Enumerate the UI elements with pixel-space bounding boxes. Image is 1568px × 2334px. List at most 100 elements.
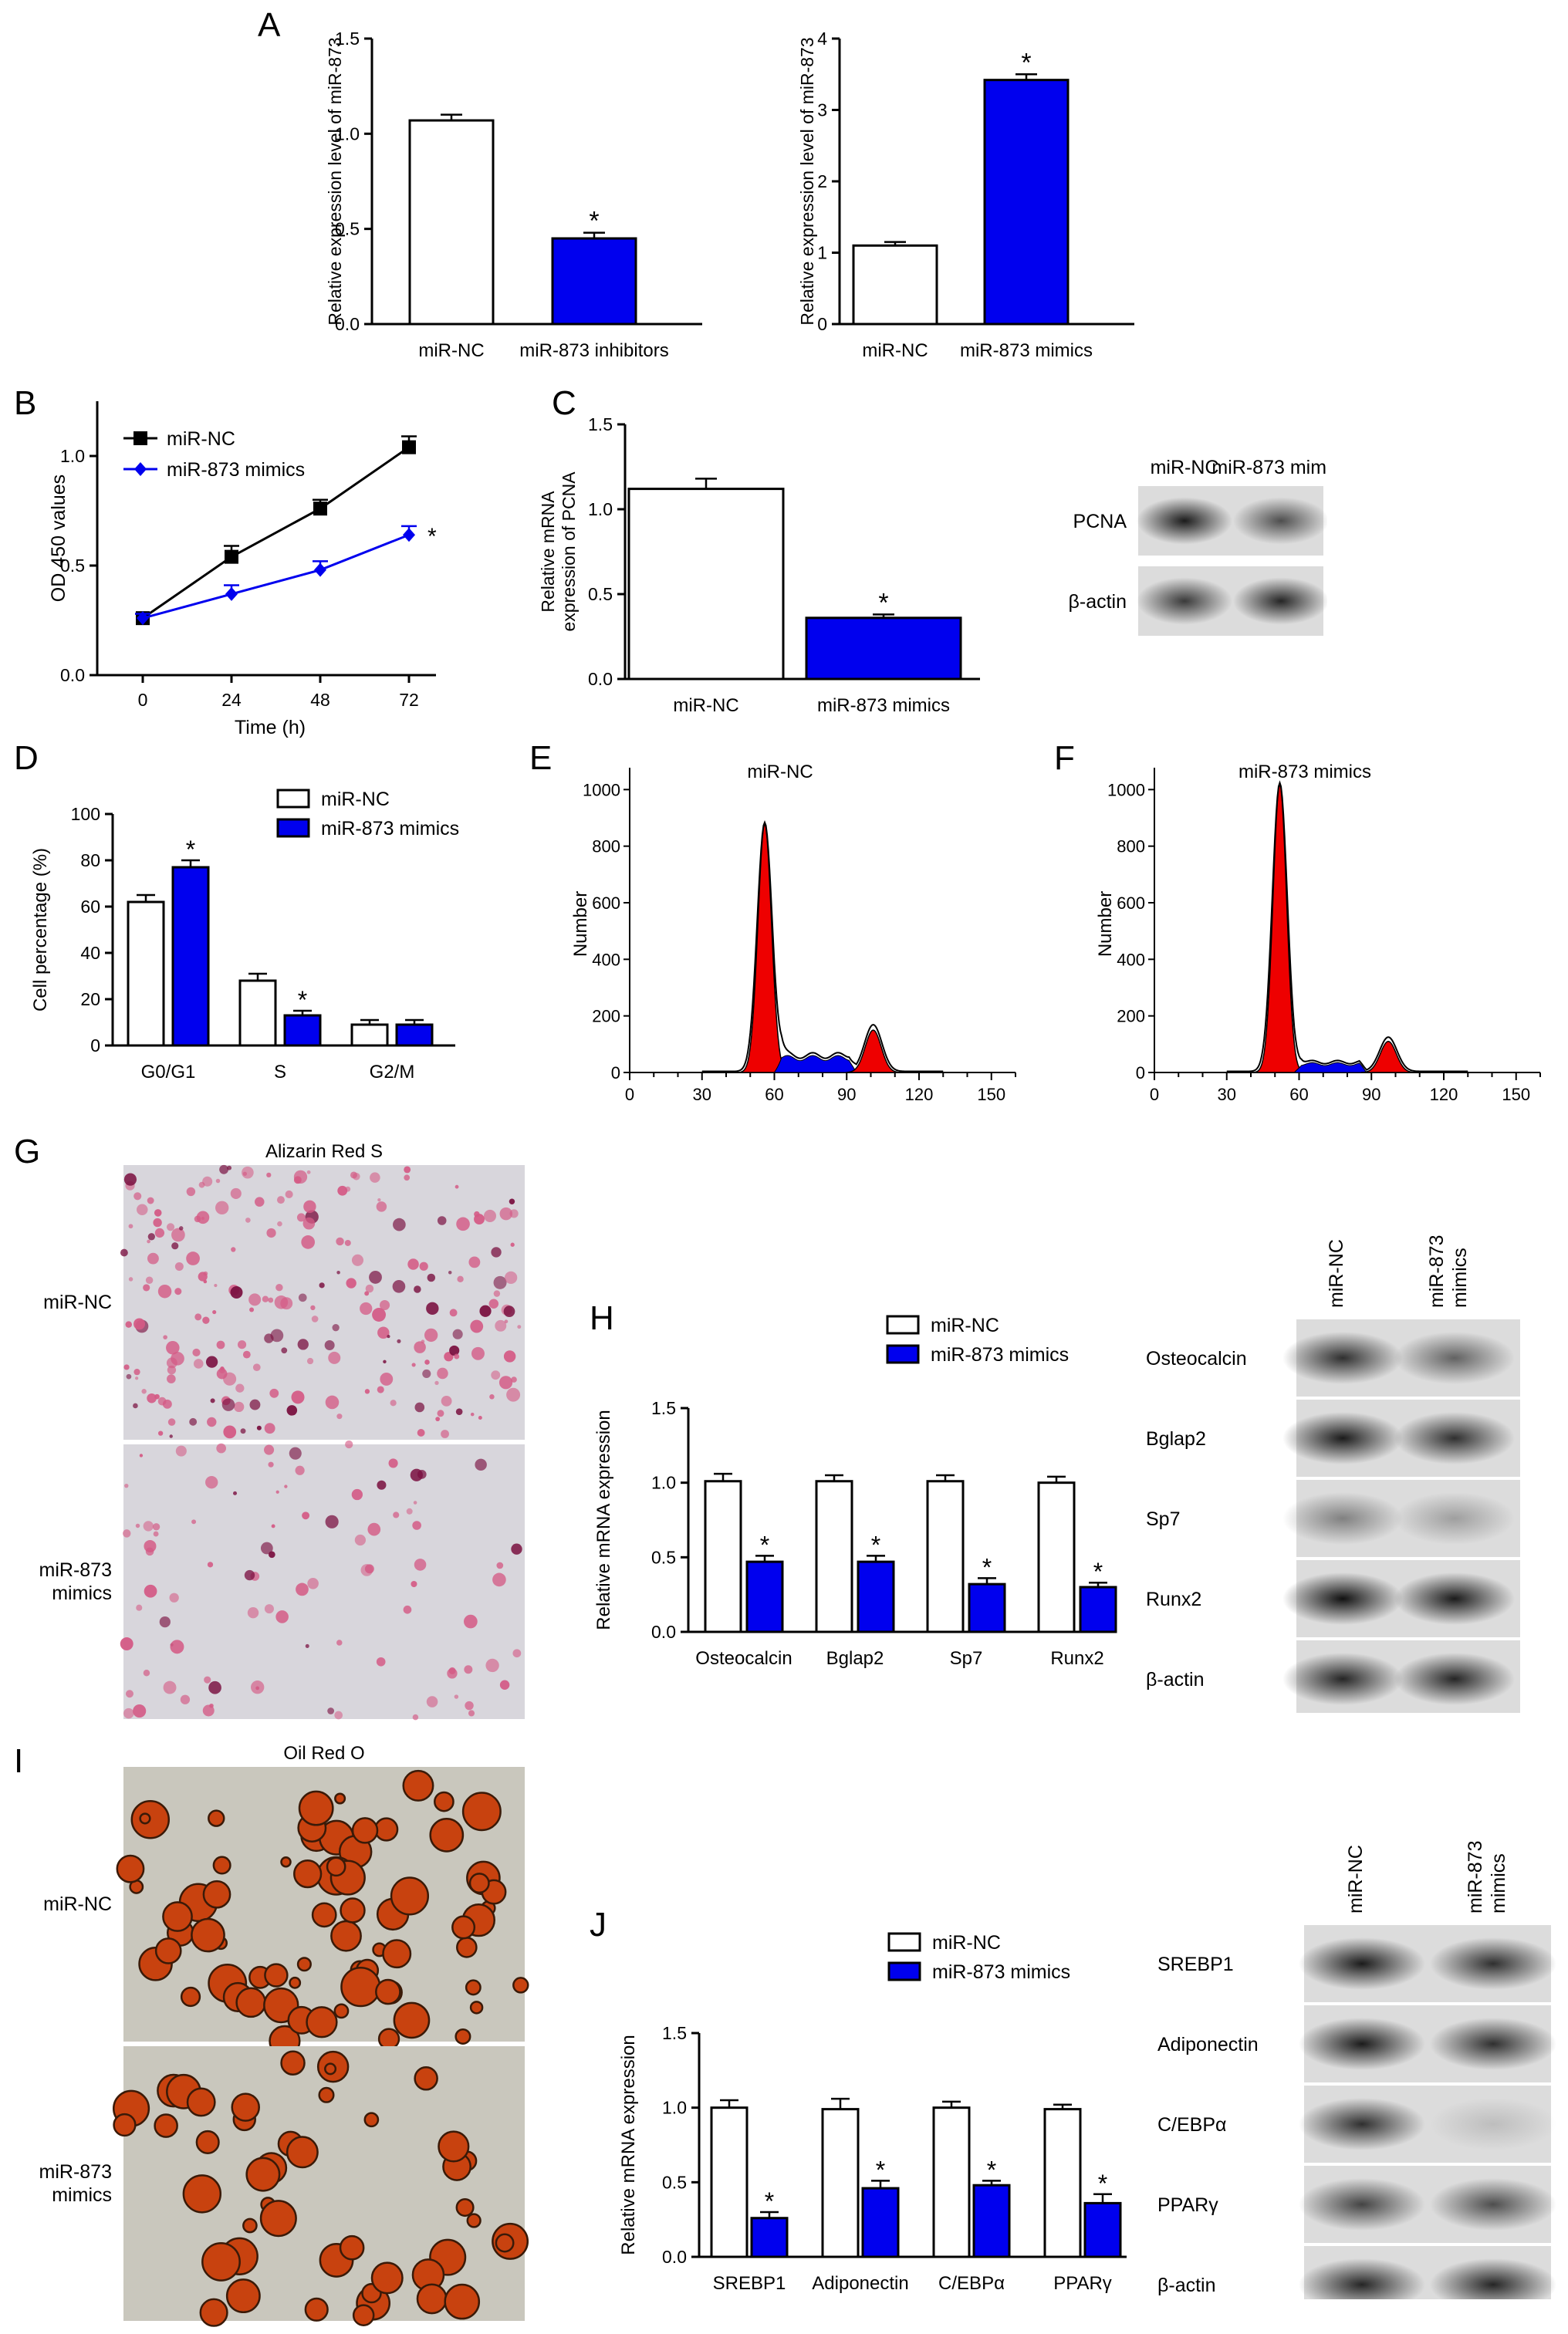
x-tick-label: 60 <box>765 1085 783 1103</box>
y-tick-label: 1.0 <box>588 499 613 519</box>
y-tick-label: 80 <box>80 850 100 870</box>
significance-star: * <box>298 986 307 1014</box>
lipid-droplet <box>201 2241 241 2282</box>
blot-row-label: β-actin <box>1068 591 1127 613</box>
stained-nodule <box>125 1321 132 1328</box>
x-tick-label: 0 <box>138 690 148 710</box>
micrograph-row-label: miR-NC <box>43 1893 112 1915</box>
lipid-droplet <box>414 2066 438 2091</box>
stained-nodule <box>499 1680 510 1690</box>
stained-nodule <box>351 1254 364 1266</box>
blot-column-label: mimics <box>1449 1248 1471 1308</box>
x-tick-label: 0 <box>625 1085 634 1103</box>
stained-nodule <box>125 1690 133 1698</box>
lipid-droplet <box>208 1809 225 1827</box>
stained-nodule <box>411 1363 416 1367</box>
stained-nodule <box>517 1325 522 1329</box>
stained-nodule <box>478 1415 482 1420</box>
stained-nodule <box>133 1192 142 1201</box>
stained-nodule <box>141 1389 147 1394</box>
lipid-droplet <box>180 1986 201 2008</box>
stained-nodule <box>393 1218 406 1231</box>
y-tick-label: 20 <box>80 989 100 1009</box>
data-point <box>225 586 238 601</box>
stained-nodule <box>135 1376 139 1380</box>
stained-nodule <box>377 1480 387 1490</box>
stained-nodule <box>247 1606 259 1619</box>
lipid-droplet <box>340 1966 381 2008</box>
stained-nodule <box>128 1224 133 1229</box>
stained-nodule <box>249 1307 255 1312</box>
panel-label-i: I <box>14 1742 24 1780</box>
stained-nodule <box>455 1408 463 1416</box>
x-tick-label: 30 <box>693 1085 711 1103</box>
y-tick-label: 0.0 <box>588 669 613 689</box>
y-axis-label: Number <box>1095 891 1116 957</box>
bar <box>861 2187 900 2258</box>
bar <box>750 2217 789 2258</box>
significance-star: * <box>1093 1558 1103 1586</box>
stained-nodule <box>157 1397 167 1406</box>
stained-nodule <box>297 1339 309 1350</box>
y-tick-label: 0.5 <box>335 219 360 239</box>
y-tick-label: 400 <box>592 950 620 969</box>
lipid-droplet <box>495 2233 515 2253</box>
stained-nodule <box>230 1286 243 1299</box>
lipid-droplet <box>333 2003 350 2019</box>
y-tick-label: 600 <box>1117 893 1145 913</box>
blot-column-label: miR-NC <box>1326 1239 1347 1308</box>
blot-band <box>1394 1412 1515 1464</box>
x-tick-label: Runx2 <box>1050 1648 1103 1669</box>
blot-band <box>1430 2018 1556 2070</box>
stained-nodule <box>496 1562 504 1569</box>
lipid-droplet <box>416 2283 448 2315</box>
micrograph-row-label: mimics <box>52 2184 112 2206</box>
micrograph-row-label: miR-873 <box>39 1559 112 1581</box>
stained-nodule <box>256 1425 262 1430</box>
bar <box>805 616 962 681</box>
lipid-droplet <box>293 1859 323 1889</box>
stained-nodule <box>464 1614 478 1629</box>
x-tick-label: 48 <box>310 690 330 710</box>
lipid-droplet <box>466 2213 482 2228</box>
stained-nodule <box>464 1665 473 1674</box>
stained-nodule <box>503 1305 515 1317</box>
panel-label-b: B <box>14 384 37 422</box>
stained-nodule <box>137 1204 148 1216</box>
x-tick-label: 0 <box>1150 1085 1159 1103</box>
blot-figure: miR-NC miR-873 mimics SREBP1 Adiponectin C/EB… <box>1157 1841 1556 2323</box>
bar <box>852 244 938 326</box>
stained-nodule <box>503 1350 516 1363</box>
lipid-droplet <box>434 1791 455 1812</box>
significance-star: * <box>876 2156 885 2184</box>
x-tick-label: miR-873 mimics <box>960 340 1093 361</box>
blot-row-label: PPARγ <box>1157 2194 1218 2216</box>
lipid-droplet <box>116 1854 145 1883</box>
stained-nodule <box>454 1353 460 1360</box>
stained-nodule <box>301 1235 316 1249</box>
stained-nodule <box>204 1676 211 1684</box>
blot-band <box>1233 577 1329 625</box>
blot-row-label: SREBP1 <box>1157 1954 1234 1975</box>
x-tick-label: miR-873 mimics <box>817 695 950 716</box>
x-tick-label: SREBP1 <box>713 2273 786 2294</box>
y-tick-label: 0.0 <box>335 314 360 334</box>
stained-nodule <box>170 1640 184 1654</box>
blot-column-label: mimics <box>1488 1853 1509 1913</box>
stained-nodule <box>410 1468 423 1481</box>
stained-nodule <box>452 1329 463 1339</box>
stained-nodule <box>424 1328 438 1343</box>
x-tick-label: 150 <box>977 1085 1005 1103</box>
stained-nodule <box>506 1387 521 1402</box>
chart-h-osteogenic: 0.0 0.5 1.0 1.5 Relative mRNA expression * Ost… <box>594 1315 1117 1669</box>
g2-peak <box>846 1029 901 1073</box>
bar <box>395 1023 434 1047</box>
stained-nodule <box>379 1300 390 1311</box>
stained-nodule <box>468 1256 481 1268</box>
stained-nodule <box>262 1295 269 1302</box>
y-tick-label: 800 <box>592 837 620 856</box>
significance-star: * <box>1098 2170 1107 2197</box>
stained-nodule <box>166 1357 177 1369</box>
bar <box>968 1582 1006 1633</box>
